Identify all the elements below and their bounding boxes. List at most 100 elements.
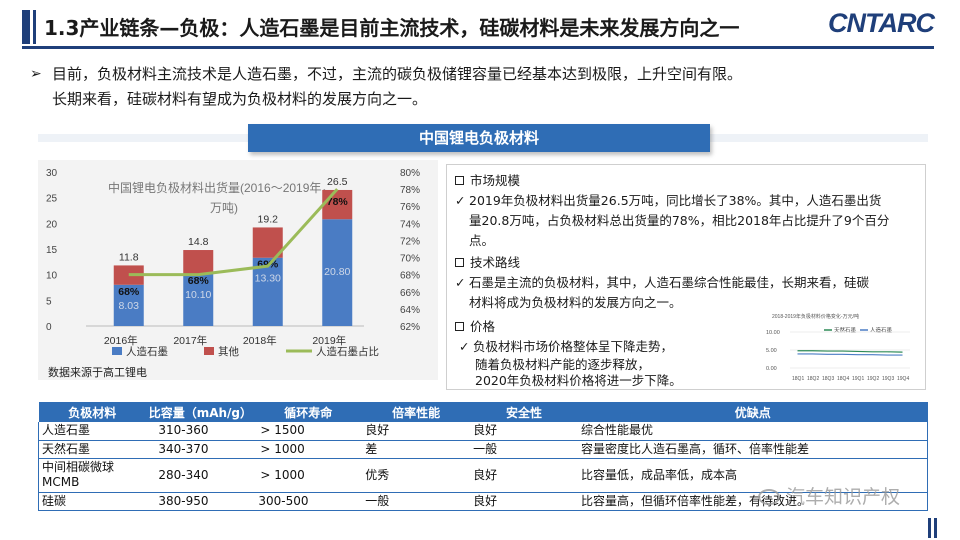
table-cell: 中间相碳微球 MCMB	[38, 458, 147, 493]
table-cell: > 1500	[254, 422, 363, 441]
info-panel: 市场规模 ✓ 2019年负极材料出货量26.5万吨，同比增长了38%。其中，人造石…	[446, 164, 926, 390]
table-header: 比容量（mAh/g）	[146, 402, 255, 422]
bar-value-label: 20.80	[324, 266, 350, 278]
chart-source: 数据来源于高工锂电	[48, 366, 147, 379]
table-cell: 一般	[470, 440, 578, 459]
y-tick-label: 10	[46, 271, 58, 282]
mini-x-tick: 18Q4	[837, 376, 849, 382]
bar-total-label: 19.2	[258, 213, 279, 225]
mini-x-tick: 19Q1	[852, 376, 864, 382]
title-accent-bar	[22, 10, 30, 44]
check-icon: ✓	[455, 193, 466, 208]
bar-other	[183, 250, 214, 275]
page-title: 1.3产业链条—负极：人造石墨是目前主流技术，硅碳材料是未来发展方向之一	[44, 16, 740, 40]
info-text-line: 2020年负极材料价格将进一步下降。	[475, 373, 682, 388]
share-value-label: 68%	[118, 286, 140, 298]
section-tech-route: 技术路线	[455, 253, 520, 273]
y2-tick-label: 68%	[400, 271, 420, 282]
table-cell: 比容量高，但循环倍率性能差，有待改进。	[577, 492, 928, 511]
watermark: 汽车知识产权	[758, 482, 900, 509]
x-tick-label: 2018年	[243, 334, 277, 347]
table-cell: 优秀	[362, 458, 471, 493]
bar-other	[322, 189, 353, 220]
corner-decoration	[928, 518, 940, 540]
table-row: 天然石墨 340-370 > 1000 差 一般 容量密度比人造石墨高，循环、倍…	[38, 440, 928, 459]
table-row: 硅碳 380-950 300-500 一般 良好 比容量高，但循环倍率性能差，有…	[38, 492, 928, 511]
table-cell: 340-370	[146, 440, 255, 459]
section-price: 价格	[455, 317, 495, 337]
info-text-line: 点。	[469, 233, 495, 248]
mini-y-tick: 5.00	[766, 348, 777, 354]
table-header-row: 负极材料 比容量（mAh/g） 循环寿命 倍率性能 安全性 优缺点	[38, 402, 928, 422]
share-value-label: 78%	[327, 196, 349, 208]
table-cell: 300-500	[254, 492, 363, 511]
table-cell: 硅碳	[38, 492, 147, 511]
y-tick-label: 20	[46, 219, 58, 230]
mini-y-tick: 0.00	[766, 366, 777, 372]
intro-line: 长期来看，硅碳材料有望成为负极材料的发展方向之一。	[52, 90, 428, 108]
bar-artificial-graphite	[322, 219, 353, 326]
bar-value-label: 8.03	[119, 300, 140, 312]
mini-x-tick: 18Q2	[807, 376, 819, 382]
legend-swatch	[204, 347, 214, 355]
table-header: 倍率性能	[362, 402, 471, 422]
bar-artificial-graphite	[183, 274, 214, 326]
info-text-line: 石墨是主流的负极材料，其中，人造石墨综合性能最佳，长期来看，硅碳	[469, 275, 870, 290]
x-tick-label: 2019年	[312, 334, 346, 347]
table-row: 中间相碳微球 MCMB 280-340 > 1000 优秀 良好 比容量低，成品率…	[38, 458, 928, 493]
y2-tick-label: 80%	[400, 168, 420, 179]
watermark-text: 汽车知识产权	[786, 486, 901, 508]
x-tick-label: 2016年	[104, 334, 138, 347]
panel-title: 中国锂电负极材料	[248, 124, 710, 152]
legend-swatch	[112, 347, 122, 355]
info-text-line: 随着负极材料产能的逐步释放，	[475, 357, 651, 372]
table-cell: 人造石墨	[38, 422, 147, 441]
section-title: 技术路线	[470, 255, 521, 270]
table-cell: 综合性能最优	[577, 422, 928, 441]
mini-x-tick: 19Q2	[867, 376, 879, 382]
shipment-chart-svg: 0 5 10 15 20 25 30 62% 64% 66% 68% 70% 72% 74% 76% 78% 8…	[46, 168, 420, 358]
table-header: 循环寿命	[254, 402, 363, 422]
y2-tick-label: 76%	[400, 202, 420, 213]
table-cell: 容量密度比人造石墨高，循环、倍率性能差	[577, 440, 928, 459]
table-header: 负极材料	[38, 402, 147, 422]
table-cell: 天然石墨	[38, 440, 147, 459]
legend-label: 其他	[218, 345, 239, 358]
mini-x-tick: 18Q3	[822, 376, 834, 382]
mini-price-line	[797, 353, 903, 356]
bar-artificial-graphite	[113, 284, 144, 326]
table-cell: 一般	[362, 492, 471, 511]
table-header: 优缺点	[577, 402, 928, 422]
mini-price-line	[797, 350, 903, 353]
y-tick-label: 5	[46, 296, 52, 307]
table-cell: 良好	[470, 458, 578, 493]
info-text: ✓ 石墨是主流的负极材料，其中，人造石墨综合性能最佳，长期来看，硅碳	[455, 273, 869, 293]
y2-tick-label: 74%	[400, 219, 420, 230]
section-title: 市场规模	[470, 173, 521, 188]
section-market-size: 市场规模	[455, 171, 520, 191]
table-cell: 良好	[470, 422, 578, 441]
bar-value-label: 13.30	[255, 273, 281, 285]
title-bar: 1.3产业链条—负极：人造石墨是目前主流技术，硅碳材料是未来发展方向之一 CNT…	[22, 8, 935, 44]
cntarc-logo: CNTARC	[828, 8, 935, 38]
table-cell: 310-360	[146, 422, 255, 441]
section-title: 价格	[470, 319, 496, 334]
mini-x-tick: 19Q4	[897, 376, 909, 382]
info-text: ✓ 2019年负极材料出货量26.5万吨，同比增长了38%。其中，人造石墨出货	[455, 191, 881, 211]
table-cell: 差	[362, 440, 471, 459]
table-cell: 比容量低，成品率低，成本高	[577, 458, 928, 493]
table-header: 安全性	[470, 402, 579, 422]
share-value-label: 68%	[188, 275, 210, 287]
share-line	[128, 188, 339, 277]
square-bullet-icon	[455, 176, 464, 185]
chart-title: 万吨)	[210, 201, 238, 215]
y-tick-label: 30	[46, 168, 58, 179]
table-row: 人造石墨 310-360 > 1500 良好 良好 综合性能最优	[38, 422, 928, 441]
square-bullet-icon	[455, 258, 464, 267]
table-cell-line: MCMB	[42, 475, 80, 489]
table-cell: > 1000	[254, 440, 363, 459]
y2-tick-label: 64%	[400, 305, 420, 316]
shipment-chart: 0 5 10 15 20 25 30 62% 64% 66% 68% 70% 72% 74% 76% 78% 8…	[38, 160, 438, 380]
info-text: ✓ 负极材料市场价格整体呈下降走势，	[459, 337, 673, 357]
